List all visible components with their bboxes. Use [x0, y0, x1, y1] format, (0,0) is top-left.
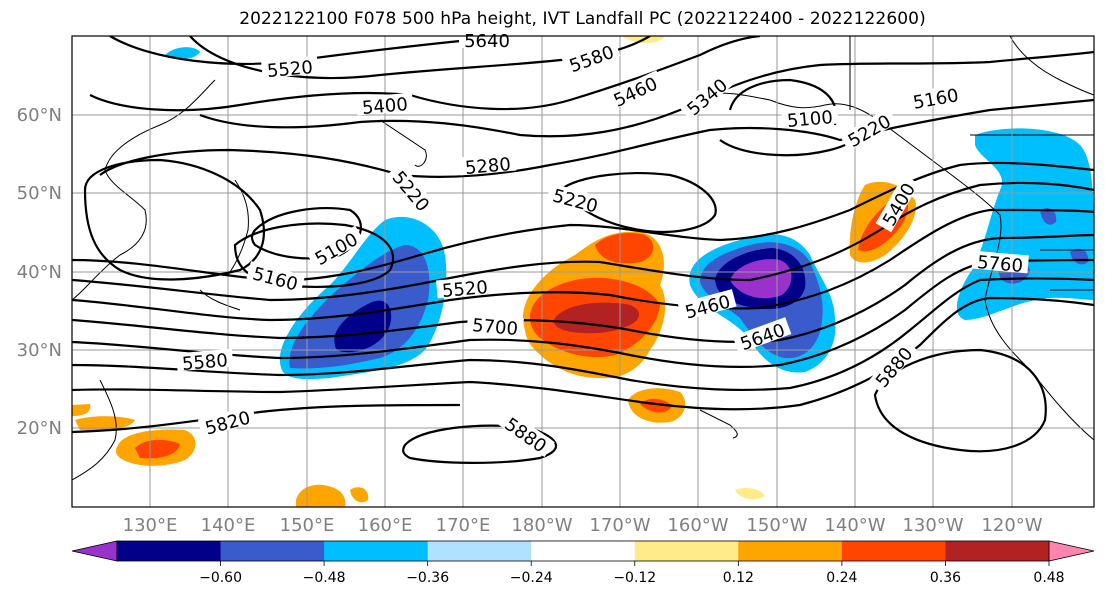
colorbar-tick-label: −0.36 [406, 570, 449, 586]
longitude-labels: 130°E 140°E 150°E 160°E 170°E 180°W 170°… [123, 515, 1043, 536]
lat-label: 40°N [17, 262, 62, 283]
colorbar-tick-label: 0.36 [930, 570, 961, 586]
contour-label: 5700 [471, 315, 518, 340]
colorbar-segment [945, 541, 1050, 561]
colorbar-segment [738, 541, 843, 561]
colorbar-tick-label: −0.48 [303, 570, 346, 586]
height-contours [72, 36, 1094, 464]
contour-label: 5400 [361, 94, 408, 119]
colorbar-segment [117, 541, 222, 561]
colorbar-segment [324, 541, 429, 561]
lon-label: 170°E [436, 515, 491, 536]
map-title: 2022122100 F078 500 hPa height, IVT Land… [239, 9, 926, 29]
colorbar-tick-label: 0.48 [1033, 570, 1064, 586]
lon-label: 140°E [201, 515, 256, 536]
colorbar-segment [531, 541, 636, 561]
contour-label: 5280 [464, 154, 511, 179]
colorbar-segment [841, 541, 946, 561]
lon-label: 170°W [589, 515, 650, 536]
contour-label: 5520 [441, 277, 488, 302]
lon-label: 140°W [824, 515, 885, 536]
lon-label: 160°E [358, 515, 413, 536]
lat-label: 50°N [17, 183, 62, 204]
colorbar: −0.60 −0.48 −0.36 −0.24 −0.12 0.12 0.24 0.36 0.4… [71, 540, 1095, 586]
contour-label: 5580 [181, 350, 228, 375]
colorbar-extend-left [71, 540, 118, 562]
contour-label: 5100 [786, 107, 833, 132]
contour-label: 5640 [464, 31, 510, 52]
colorbar-tick-label: −0.60 [199, 570, 242, 586]
contour-label: 5520 [266, 57, 313, 82]
contour-labels: 5640 5580 5520 5460 5340 5160 5400 5100 … [176, 30, 1029, 457]
lon-label: 130°W [902, 515, 963, 536]
lat-label: 60°N [17, 105, 62, 126]
lon-label: 120°W [981, 515, 1042, 536]
contour-label: 5760 [976, 252, 1023, 277]
lon-label: 180°W [511, 515, 572, 536]
colorbar-frame [116, 540, 1050, 562]
lon-label: 150°E [280, 515, 335, 536]
latitude-labels: 60°N 50°N 40°N 30°N 20°N [17, 105, 62, 439]
colorbar-extend-right [1048, 540, 1095, 562]
colorbar-tick-label: 0.24 [826, 570, 857, 586]
lon-label: 130°E [123, 515, 178, 536]
map-border [71, 35, 1095, 508]
lat-label: 20°N [17, 418, 62, 439]
colorbar-segment [634, 541, 739, 561]
colorbar-segment [427, 541, 532, 561]
colorbar-tick-label: −0.24 [510, 570, 553, 586]
gridlines [72, 36, 1094, 507]
colorbar-tick-label: −0.12 [613, 570, 656, 586]
colorbar-tick-label: 0.12 [723, 570, 754, 586]
colorbar-segment [220, 541, 325, 561]
lon-label: 160°W [667, 515, 728, 536]
lat-label: 30°N [17, 340, 62, 361]
lon-label: 150°W [746, 515, 807, 536]
